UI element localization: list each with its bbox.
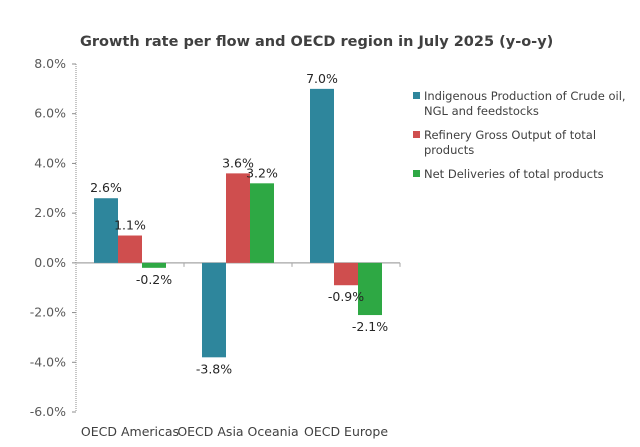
data-labels: 2.6% 1.1% -0.2% -3.8% 3.6%3.2% 7.0% -0.9% -2.1% <box>90 71 388 376</box>
y-tick-label: 0.0% <box>34 255 66 270</box>
y-tick-label: 4.0% <box>34 155 66 170</box>
legend-label: products <box>424 143 474 157</box>
bar-0-0 <box>94 198 118 263</box>
data-label: 7.0% <box>306 71 338 86</box>
category-label: OECD Americas <box>81 424 179 439</box>
data-label: -0.2% <box>136 272 172 287</box>
bar-1-1 <box>226 173 250 263</box>
y-tick-label: -6.0% <box>30 404 66 419</box>
bar-2-1 <box>334 262 358 286</box>
bar-1-2 <box>250 183 274 263</box>
data-label: -3.8% <box>196 361 232 376</box>
data-label: 2.6% <box>90 180 122 195</box>
legend-label: Refinery Gross Output of total <box>424 128 596 142</box>
legend-label: Indigenous Production of Crude oil, <box>424 89 626 103</box>
legend-swatch <box>413 170 420 177</box>
data-label: -2.1% <box>352 319 388 334</box>
legend: Indigenous Production of Crude oil,NGL a… <box>413 89 626 181</box>
bar-0-2 <box>142 262 166 268</box>
bars <box>94 88 382 358</box>
bar-2-2 <box>358 262 382 316</box>
bar-1-0 <box>202 262 226 358</box>
bar-0-1 <box>118 235 142 263</box>
y-tick-label: 8.0% <box>34 56 66 71</box>
y-tick-label: 2.0% <box>34 205 66 220</box>
legend-swatch <box>413 131 420 138</box>
y-axis: 8.0% 6.0% 4.0% 2.0% 0.0% -2.0% -4.0% -6.0% <box>30 56 77 419</box>
category-label: OECD Asia Oceania <box>177 424 298 439</box>
bar-2-0 <box>310 88 334 263</box>
chart-title: Growth rate per flow and OECD region in … <box>80 34 553 50</box>
data-label: -0.9% <box>328 289 364 304</box>
data-label: 1.1% <box>114 218 146 233</box>
legend-swatch <box>413 92 420 99</box>
category-label: OECD Europe <box>304 424 388 439</box>
y-tick-label: -4.0% <box>30 354 66 369</box>
legend-label: NGL and feedstocks <box>424 104 539 118</box>
data-label: 3.6% <box>222 155 254 170</box>
y-tick-label: 6.0% <box>34 106 66 121</box>
y-tick-label: -2.0% <box>30 305 66 320</box>
legend-label: Net Deliveries of total products <box>424 167 604 181</box>
data-label: 3.2% <box>246 165 278 180</box>
